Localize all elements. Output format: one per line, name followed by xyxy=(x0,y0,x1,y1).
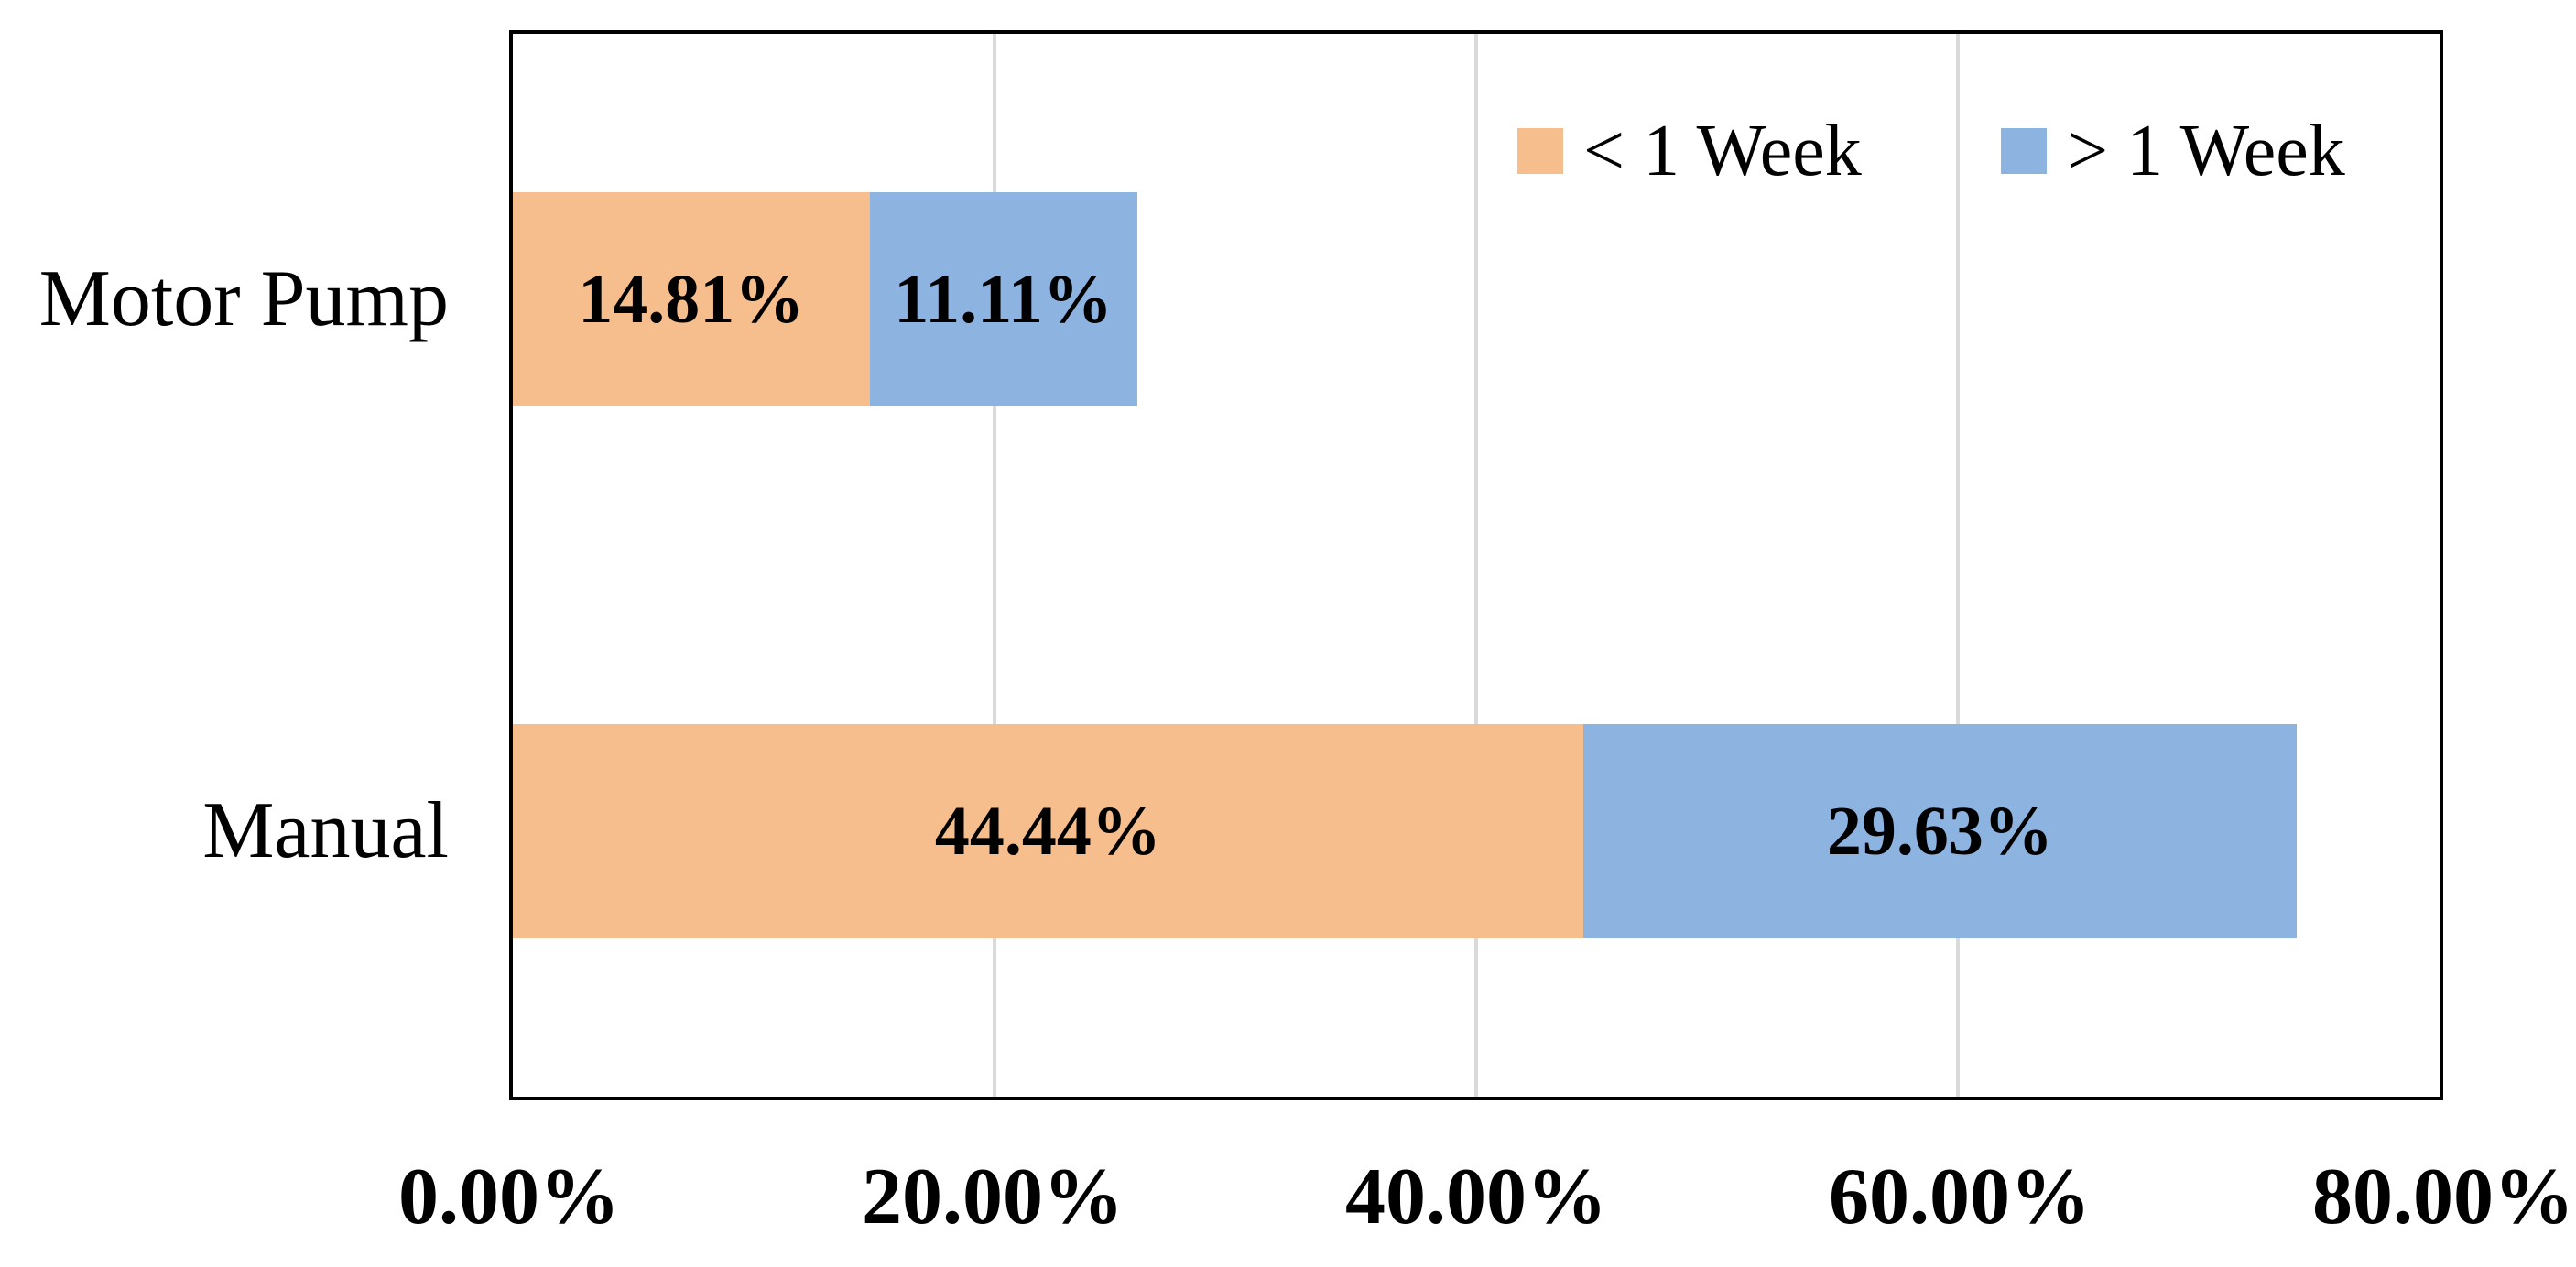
bar-row-motor-pump: 14.81% 11.11% xyxy=(513,192,2440,406)
x-tick-label-0: 0.00% xyxy=(398,1153,620,1241)
category-label-motor-pump: Motor Pump xyxy=(38,254,449,343)
plot-area: 14.81% 11.11% 44.44% 29.63% < 1 Week > 1 Wee… xyxy=(509,30,2443,1100)
bar-data-label: 11.11% xyxy=(894,261,1113,338)
legend-swatch-1-week xyxy=(1517,128,1563,174)
x-tick-label-80: 80.00% xyxy=(2312,1153,2574,1241)
category-label-manual: Manual xyxy=(202,786,449,875)
bar-row-manual: 44.44% 29.63% xyxy=(513,724,2440,938)
x-tick-label-20: 20.00% xyxy=(862,1153,1124,1241)
bar-data-label: 14.81% xyxy=(578,261,805,338)
legend-item-1-week: > 1 Week xyxy=(2001,105,2345,197)
legend-label: < 1 Week xyxy=(1583,111,1862,191)
bar-segment-1-week-motor-pump: 11.11% xyxy=(869,192,1137,406)
legend-label: > 1 Week xyxy=(2067,111,2345,191)
gridline-20 xyxy=(993,34,996,1097)
bar-segment-1-week-manual: 44.44% xyxy=(513,724,1583,938)
bar-segment-1-week-manual: 29.63% xyxy=(1582,724,2298,938)
gridline-40 xyxy=(1474,34,1478,1097)
x-tick-label-60: 60.00% xyxy=(1829,1153,2091,1241)
x-tick-label-40: 40.00% xyxy=(1345,1153,1607,1241)
gridline-60 xyxy=(1956,34,1960,1097)
legend-swatch-1-week xyxy=(2001,128,2047,174)
bar-data-label: 29.63% xyxy=(1826,793,2053,870)
legend: < 1 Week > 1 Week xyxy=(513,105,2440,197)
bar-segment-1-week-motor-pump: 14.81% xyxy=(513,192,870,406)
bar-data-label: 44.44% xyxy=(934,793,1161,870)
legend-item-1-week: < 1 Week xyxy=(1517,105,1862,197)
